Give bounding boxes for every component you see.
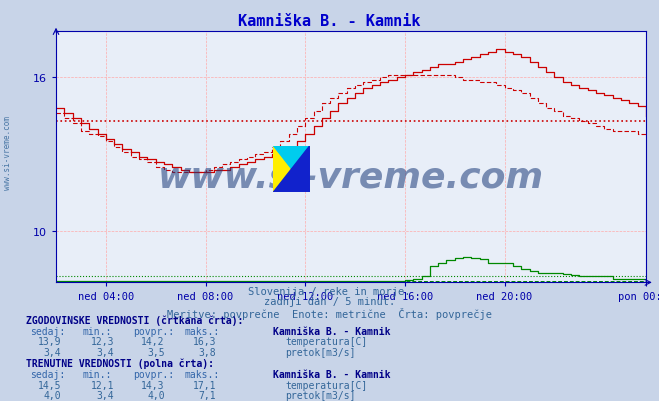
Text: 17,1: 17,1 [192, 380, 216, 390]
Text: 3,5: 3,5 [147, 347, 165, 357]
Text: maks.:: maks.: [185, 369, 219, 379]
Text: 13,9: 13,9 [38, 336, 61, 346]
Polygon shape [273, 146, 291, 192]
Text: 3,8: 3,8 [198, 347, 216, 357]
Text: Kamniška B. - Kamnik: Kamniška B. - Kamnik [273, 369, 391, 379]
Text: 4,0: 4,0 [43, 390, 61, 400]
Text: 14,5: 14,5 [38, 380, 61, 390]
Text: 12,1: 12,1 [90, 380, 114, 390]
Text: Kamniška B. - Kamnik: Kamniška B. - Kamnik [239, 14, 420, 29]
Text: 4,0: 4,0 [147, 390, 165, 400]
Text: pretok[m3/s]: pretok[m3/s] [285, 390, 356, 400]
Polygon shape [273, 146, 310, 169]
Polygon shape [273, 169, 310, 192]
Polygon shape [291, 146, 310, 192]
Text: min.:: min.: [82, 369, 112, 379]
Text: www.si-vreme.com: www.si-vreme.com [3, 115, 13, 189]
Text: 12,3: 12,3 [90, 336, 114, 346]
Text: temperatura[C]: temperatura[C] [285, 336, 368, 346]
Text: Kamniška B. - Kamnik: Kamniška B. - Kamnik [273, 326, 391, 336]
Text: TRENUTNE VREDNOSTI (polna črta):: TRENUTNE VREDNOSTI (polna črta): [26, 358, 214, 369]
Text: 7,1: 7,1 [198, 390, 216, 400]
Text: povpr.:: povpr.: [133, 326, 174, 336]
Text: min.:: min.: [82, 326, 112, 336]
Text: Slovenija / reke in morje.: Slovenija / reke in morje. [248, 287, 411, 297]
Text: 14,3: 14,3 [141, 380, 165, 390]
Text: Meritve: povprečne  Enote: metrične  Črta: povprečje: Meritve: povprečne Enote: metrične Črta:… [167, 307, 492, 319]
Text: 3,4: 3,4 [96, 347, 114, 357]
Text: zadnji dan / 5 minut.: zadnji dan / 5 minut. [264, 297, 395, 307]
Text: temperatura[C]: temperatura[C] [285, 380, 368, 390]
Text: ZGODOVINSKE VREDNOSTI (črtkana črta):: ZGODOVINSKE VREDNOSTI (črtkana črta): [26, 315, 244, 325]
Text: maks.:: maks.: [185, 326, 219, 336]
Text: pretok[m3/s]: pretok[m3/s] [285, 347, 356, 357]
Text: 3,4: 3,4 [96, 390, 114, 400]
Text: 14,2: 14,2 [141, 336, 165, 346]
Text: sedaj:: sedaj: [30, 369, 65, 379]
Text: 3,4: 3,4 [43, 347, 61, 357]
Text: sedaj:: sedaj: [30, 326, 65, 336]
Text: 16,3: 16,3 [192, 336, 216, 346]
Text: povpr.:: povpr.: [133, 369, 174, 379]
Text: www.si-vreme.com: www.si-vreme.com [158, 160, 544, 194]
